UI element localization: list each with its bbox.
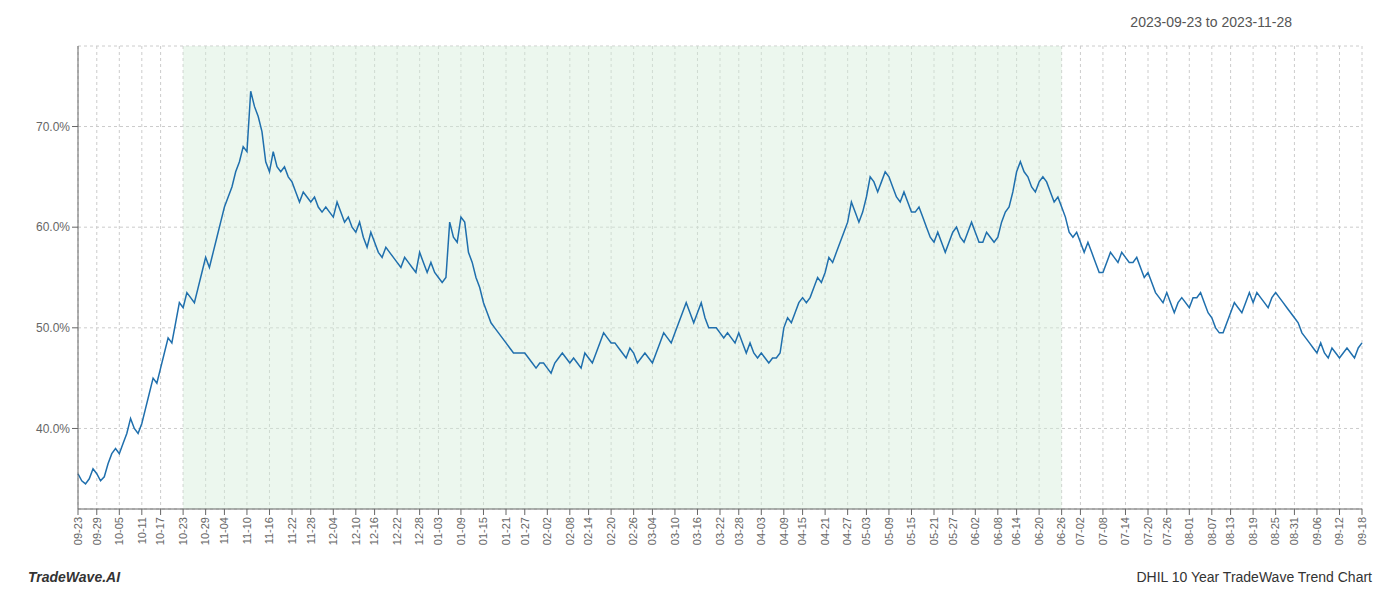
svg-text:70.0%: 70.0% bbox=[36, 120, 70, 134]
svg-text:09-12: 09-12 bbox=[1333, 517, 1345, 545]
svg-text:08-01: 08-01 bbox=[1183, 517, 1195, 545]
svg-text:02-20: 02-20 bbox=[605, 517, 617, 545]
svg-text:09-18: 09-18 bbox=[1356, 517, 1368, 545]
svg-text:04-15: 04-15 bbox=[796, 517, 808, 545]
svg-text:11-16: 11-16 bbox=[263, 517, 275, 544]
svg-text:08-25: 08-25 bbox=[1269, 517, 1281, 545]
svg-text:04-03: 04-03 bbox=[755, 517, 767, 545]
svg-text:12-10: 12-10 bbox=[350, 517, 362, 545]
svg-text:06-20: 06-20 bbox=[1033, 517, 1045, 545]
svg-text:01-27: 01-27 bbox=[519, 517, 531, 545]
svg-text:04-09: 04-09 bbox=[778, 517, 790, 545]
svg-text:07-14: 07-14 bbox=[1119, 517, 1131, 545]
svg-text:09-23: 09-23 bbox=[72, 517, 84, 545]
svg-text:60.0%: 60.0% bbox=[36, 220, 70, 234]
svg-text:01-21: 01-21 bbox=[500, 517, 512, 545]
svg-text:06-26: 06-26 bbox=[1055, 517, 1067, 545]
svg-text:03-28: 03-28 bbox=[733, 517, 745, 545]
svg-text:05-15: 05-15 bbox=[905, 517, 917, 545]
svg-text:05-27: 05-27 bbox=[947, 517, 959, 545]
svg-text:12-16: 12-16 bbox=[368, 517, 380, 545]
svg-text:11-22: 11-22 bbox=[286, 517, 298, 544]
svg-text:10-23: 10-23 bbox=[177, 517, 189, 545]
svg-text:01-03: 01-03 bbox=[432, 517, 444, 545]
html-text:DHIL 10 Year TradeWave Trend C: DHIL 10 Year TradeWave Trend Chart bbox=[1136, 569, 1372, 585]
svg-text:01-15: 01-15 bbox=[477, 517, 489, 545]
svg-text:03-22: 03-22 bbox=[714, 517, 726, 545]
svg-text:05-03: 05-03 bbox=[860, 517, 872, 545]
svg-text:02-26: 02-26 bbox=[627, 517, 639, 545]
svg-text:04-27: 04-27 bbox=[841, 517, 853, 545]
svg-text:40.0%: 40.0% bbox=[36, 422, 70, 436]
svg-text:06-14: 06-14 bbox=[1010, 517, 1022, 545]
svg-text:12-22: 12-22 bbox=[391, 517, 403, 545]
svg-text:11-28: 11-28 bbox=[305, 517, 317, 544]
svg-text:10-17: 10-17 bbox=[154, 517, 166, 545]
svg-text:06-08: 06-08 bbox=[992, 517, 1004, 545]
svg-text:04-21: 04-21 bbox=[819, 517, 831, 545]
svg-text:07-08: 07-08 bbox=[1097, 517, 1109, 545]
svg-text:08-19: 08-19 bbox=[1247, 517, 1259, 545]
svg-text:09-06: 09-06 bbox=[1311, 517, 1323, 545]
svg-text:07-26: 07-26 bbox=[1161, 517, 1173, 545]
svg-text:10-29: 10-29 bbox=[199, 517, 211, 545]
svg-text:12-28: 12-28 bbox=[413, 517, 425, 545]
svg-text:50.0%: 50.0% bbox=[36, 321, 70, 335]
svg-text:11-04: 11-04 bbox=[218, 517, 230, 544]
svg-text:01-09: 01-09 bbox=[455, 517, 467, 545]
svg-text:06-02: 06-02 bbox=[969, 517, 981, 545]
svg-text:12-04: 12-04 bbox=[327, 517, 339, 545]
svg-text:03-04: 03-04 bbox=[646, 517, 658, 545]
svg-text:11-10: 11-10 bbox=[241, 517, 253, 544]
svg-text:05-21: 05-21 bbox=[928, 517, 940, 545]
svg-text:03-16: 03-16 bbox=[691, 517, 703, 545]
svg-text:09-29: 09-29 bbox=[91, 517, 103, 545]
svg-text:08-13: 08-13 bbox=[1224, 517, 1236, 545]
svg-text:08-07: 08-07 bbox=[1206, 517, 1218, 545]
svg-text:07-20: 07-20 bbox=[1142, 517, 1154, 545]
html-text:TradeWave.AI: TradeWave.AI bbox=[28, 569, 121, 585]
html-text:2023-09-23 to 2023-11-28: 2023-09-23 to 2023-11-28 bbox=[1130, 14, 1292, 30]
svg-text:10-11: 10-11 bbox=[136, 517, 148, 544]
svg-text:02-14: 02-14 bbox=[582, 517, 594, 545]
svg-text:07-02: 07-02 bbox=[1074, 517, 1086, 545]
svg-text:05-09: 05-09 bbox=[883, 517, 895, 545]
svg-text:08-31: 08-31 bbox=[1288, 517, 1300, 545]
svg-text:10-05: 10-05 bbox=[113, 517, 125, 545]
svg-text:02-02: 02-02 bbox=[541, 517, 553, 545]
svg-text:02-08: 02-08 bbox=[564, 517, 576, 545]
svg-text:03-10: 03-10 bbox=[669, 517, 681, 545]
